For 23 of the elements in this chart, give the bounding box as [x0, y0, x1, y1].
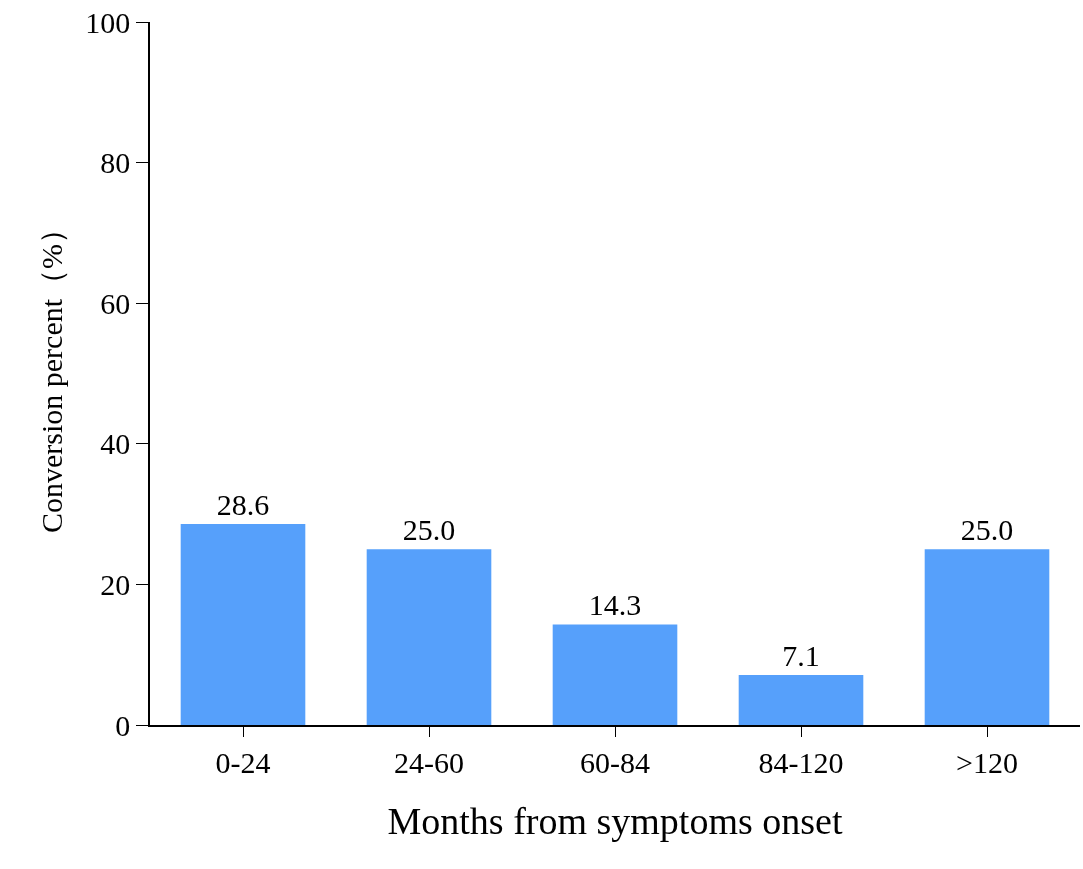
bar: [924, 549, 1050, 725]
x-tick-label: >120: [956, 745, 1018, 779]
data-label: 14.3: [588, 588, 642, 622]
y-tick-label: 100: [85, 5, 131, 39]
bar: [366, 549, 492, 725]
y-tick-label: 20: [100, 567, 131, 601]
x-tick-label: 0-24: [215, 745, 271, 779]
y-tick-label: 80: [100, 146, 131, 180]
y-tick-label: 60: [100, 286, 131, 320]
x-tick-label: 60-84: [580, 745, 650, 779]
data-label: 25.0: [960, 513, 1014, 547]
bar: [738, 675, 864, 725]
data-label: 28.6: [216, 487, 270, 521]
y-axis-title: Conversion percent（%）: [34, 213, 68, 534]
x-axis-title: Months from symptoms onset: [387, 800, 843, 843]
y-tick-label: 40: [100, 427, 131, 461]
x-tick-label: 24-60: [394, 745, 464, 779]
y-tick-label: 0: [115, 708, 131, 742]
bar: [552, 624, 678, 725]
data-label: 25.0: [402, 513, 456, 547]
x-tick-label: 84-120: [758, 745, 844, 779]
data-label: 7.1: [782, 639, 820, 673]
bar: [180, 523, 306, 725]
